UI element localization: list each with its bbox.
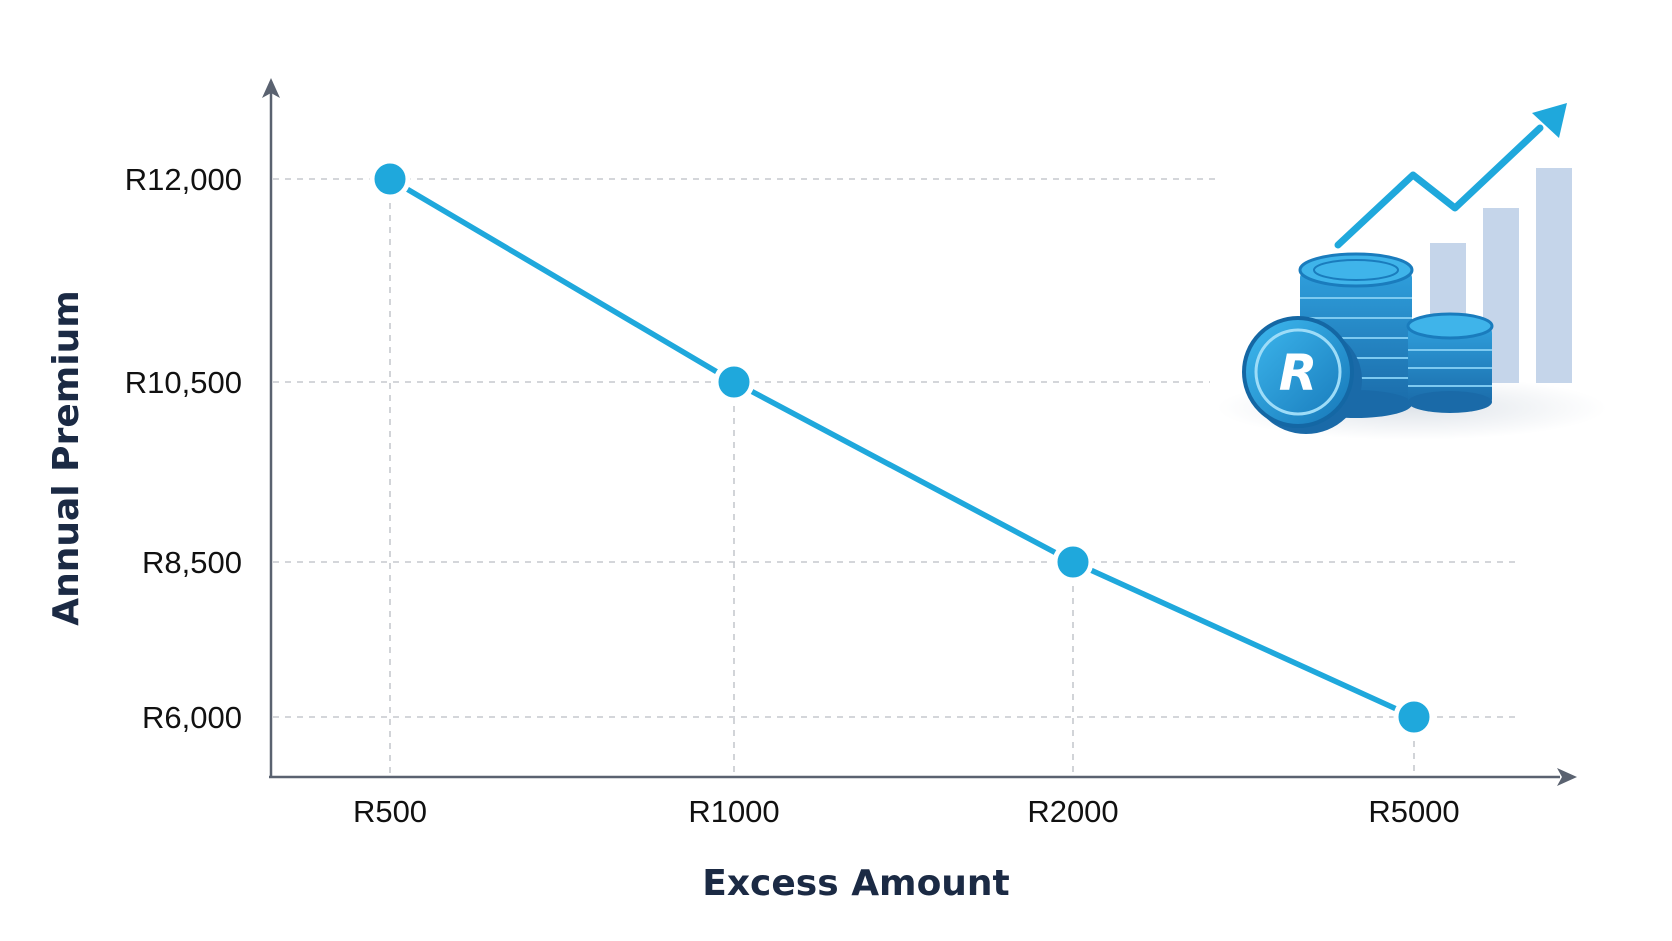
data-point [713, 361, 755, 403]
x-tick-labels: R500 R1000 R2000 R5000 [353, 794, 1460, 829]
y-tick-labels: R12,000 R10,500 R8,500 R6,000 [125, 162, 242, 735]
data-point [369, 158, 411, 200]
x-tick-label: R2000 [1027, 794, 1118, 829]
x-axis-title: Excess Amount [702, 863, 1010, 904]
y-tick-label: R8,500 [142, 545, 242, 580]
y-tick-label: R12,000 [125, 162, 242, 197]
coin-letter: R [1279, 344, 1318, 402]
data-markers [369, 158, 1435, 738]
y-tick-label: R6,000 [142, 700, 242, 735]
data-point [1393, 696, 1435, 738]
x-tick-label: R1000 [688, 794, 779, 829]
rand-coin-icon: R [1242, 316, 1362, 434]
y-axis-title: Annual Premium [46, 290, 87, 625]
gridlines [273, 178, 1520, 775]
rand-coins-growth-icon: R [1217, 103, 1607, 440]
x-axis-arrow-icon [1557, 768, 1577, 786]
x-tick-label: R5000 [1368, 794, 1459, 829]
series-line [387, 176, 1417, 720]
data-point [1052, 541, 1094, 583]
x-tick-label: R500 [353, 794, 427, 829]
y-axis-arrow-icon [262, 78, 280, 98]
y-tick-label: R10,500 [125, 365, 242, 400]
